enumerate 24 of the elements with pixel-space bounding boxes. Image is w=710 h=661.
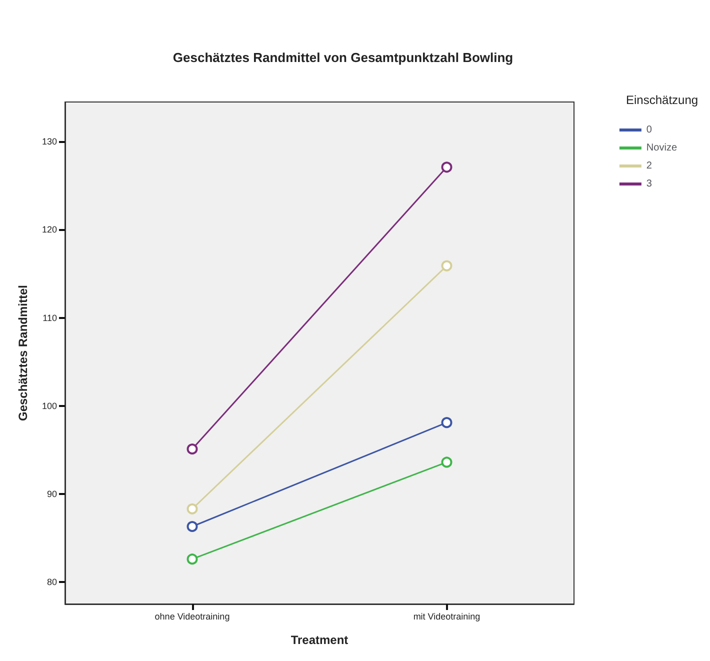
- y-tick-label: 100: [42, 400, 57, 411]
- legend-label: 3: [646, 178, 652, 190]
- point: [441, 456, 452, 468]
- legend-label: Novize: [646, 142, 678, 154]
- point: [186, 554, 198, 565]
- point: [441, 260, 452, 272]
- y-tick-label: 120: [42, 224, 57, 235]
- point: [186, 503, 198, 514]
- y-tick-label: 110: [42, 312, 57, 323]
- x-axis-title: Treatment: [290, 633, 348, 647]
- point: [441, 417, 452, 428]
- y-tick-label: 90: [46, 488, 57, 499]
- legend-label: 0: [646, 124, 652, 136]
- y-tick-label: 80: [46, 576, 57, 587]
- y-tick-label: 130: [42, 136, 57, 147]
- point: [186, 521, 198, 532]
- x-tick-label: ohne Videotraining: [154, 612, 230, 622]
- point: [441, 162, 452, 173]
- y-axis-title: Geschätztes Randmittel: [16, 284, 30, 422]
- chart-title: Geschätztes Randmittel von Gesamtpunktzahl Bowling: [172, 50, 514, 65]
- legend-label: 2: [646, 160, 652, 172]
- point: [186, 444, 198, 454]
- x-tick-label: mit Videotraining: [413, 612, 480, 622]
- legend-title: Einschätzung: [626, 93, 698, 107]
